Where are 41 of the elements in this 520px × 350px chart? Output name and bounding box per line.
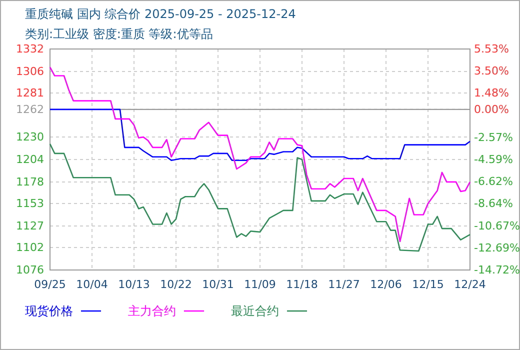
- legend-label: 现货价格: [25, 304, 73, 318]
- y-tick-label: 1178: [16, 175, 44, 188]
- line-series: [49, 143, 471, 252]
- y-tick-label: 1230: [16, 130, 44, 144]
- x-tick-label: 10/31: [202, 278, 234, 291]
- y-tick-label: 1076: [16, 264, 44, 277]
- y-tick-label: 1127: [16, 219, 44, 232]
- y2-tick-label: -8.64%: [474, 197, 513, 210]
- y2-tick-label: -10.67%: [474, 219, 520, 232]
- y2-tick-label: -14.72%: [474, 264, 520, 277]
- y-tick-label: 1204: [16, 153, 44, 166]
- y2-tick-label: 1.48%: [474, 86, 509, 100]
- y-tick-label: 1332: [16, 42, 44, 56]
- y2-tick-label: 3.50%: [474, 64, 509, 78]
- x-tick-label: 12/06: [370, 278, 402, 291]
- x-tick-label: 11/18: [286, 278, 318, 291]
- y-tick-label: 1262: [16, 102, 44, 116]
- y2-tick-label: 5.53%: [474, 42, 509, 56]
- x-tick-label: 10/04: [76, 278, 108, 291]
- chart-title: 重质纯碱 国内 综合价 2025-09-25 - 2025-12-24: [25, 7, 296, 21]
- y-tick-label: 1153: [16, 197, 44, 210]
- x-tick-label: 12/15: [412, 278, 444, 291]
- x-tick-label: 10/22: [160, 278, 192, 291]
- y2-tick-label: -2.57%: [474, 130, 513, 144]
- chart-subtitle: 类别:工业级 密度:重质 等级:优等品: [25, 27, 213, 41]
- x-tick-label: 11/27: [328, 278, 360, 291]
- y2-tick-label: -12.69%: [474, 241, 520, 254]
- x-tick-label: 11/09: [244, 278, 276, 291]
- y2-tick-label: -6.62%: [474, 175, 513, 188]
- line-series: [49, 108, 471, 162]
- x-tick-label: 10/13: [118, 278, 150, 291]
- line-series: [49, 66, 471, 242]
- x-tick-label: 09/25: [34, 278, 66, 291]
- y-tick-label: 1281: [16, 86, 44, 100]
- y-tick-label: 1306: [16, 64, 44, 78]
- x-tick-label: 12/24: [454, 278, 486, 291]
- legend-label: 最近合约: [231, 304, 279, 318]
- legend-label: 主力合约: [128, 304, 176, 318]
- y-tick-label: 1102: [16, 241, 44, 254]
- y2-tick-label: 0.00%: [474, 102, 509, 116]
- y2-tick-label: -4.59%: [474, 152, 513, 166]
